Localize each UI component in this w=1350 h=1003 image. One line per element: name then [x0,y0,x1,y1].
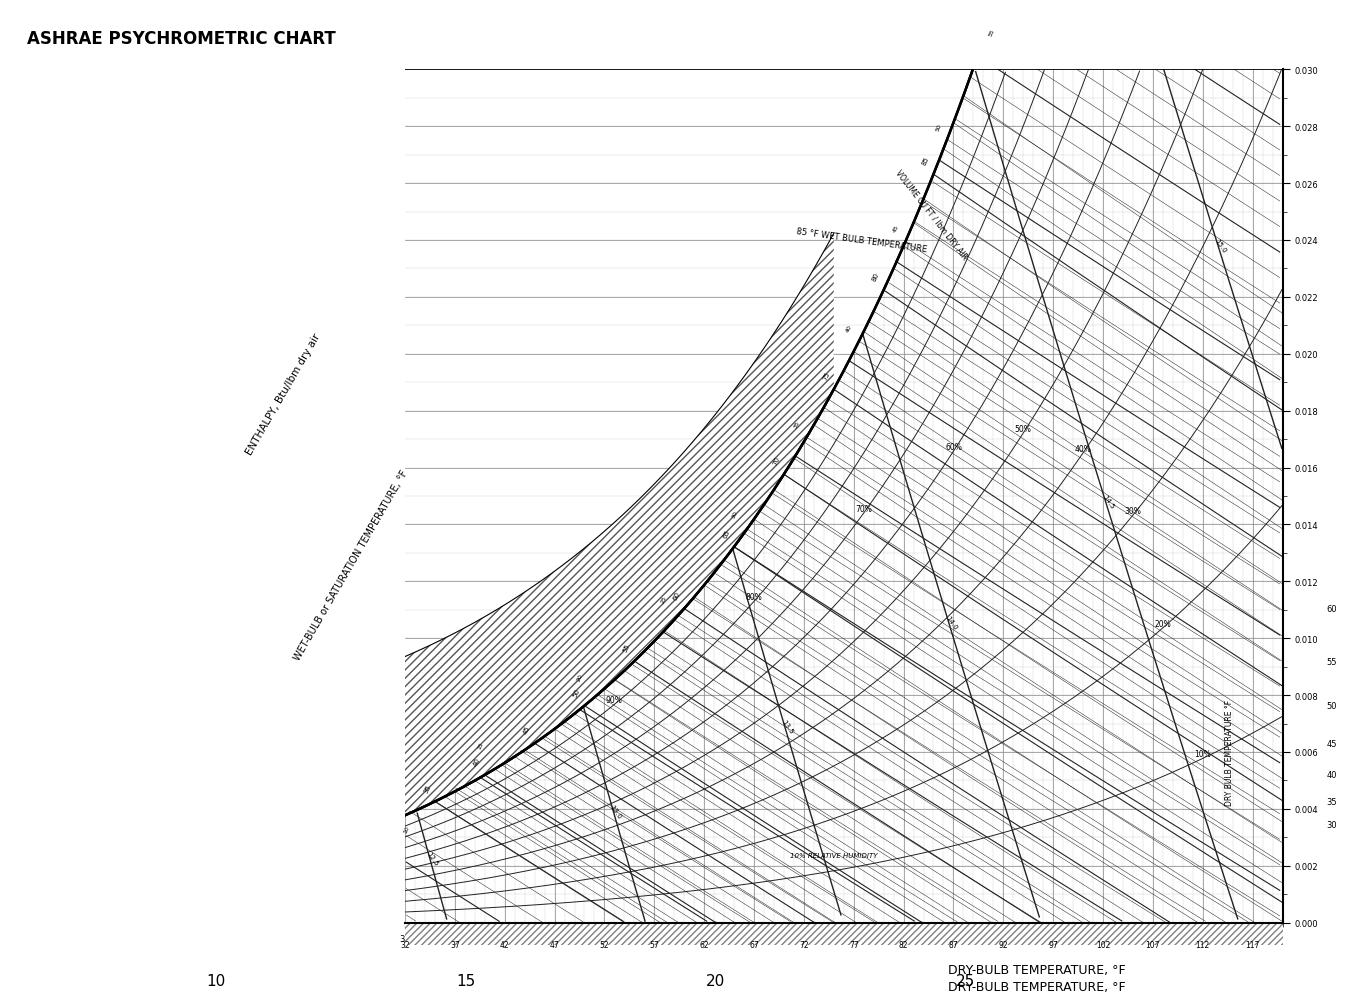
Text: 35: 35 [792,419,801,429]
Text: 80%: 80% [745,593,763,602]
Text: 13.0: 13.0 [609,803,622,819]
Text: 70%: 70% [856,505,872,514]
Polygon shape [405,234,834,815]
Text: 57: 57 [649,940,659,949]
Text: WET-BULB or SATURATION TEMPERATURE, °F: WET-BULB or SATURATION TEMPERATURE, °F [292,467,410,662]
Text: 77: 77 [849,940,859,949]
Text: 55: 55 [1326,657,1336,666]
Text: 87: 87 [949,940,958,949]
Text: 20: 20 [575,672,583,681]
Text: 60: 60 [672,590,682,601]
Text: 107: 107 [1146,940,1160,949]
Text: 10: 10 [207,973,225,988]
Text: 15: 15 [456,973,475,988]
Text: 30%: 30% [1125,507,1141,516]
Text: 12.5: 12.5 [425,851,439,867]
Text: 14.0: 14.0 [944,615,958,631]
Text: ASHRAE PSYCHROMETRIC CHART: ASHRAE PSYCHROMETRIC CHART [27,30,336,48]
Text: 60%: 60% [945,442,961,451]
Text: 55: 55 [988,28,995,38]
Text: 97: 97 [1049,940,1058,949]
Text: 50: 50 [1326,701,1336,710]
Text: 50%: 50% [1015,424,1031,433]
Text: 62: 62 [699,940,709,949]
Text: 14.5: 14.5 [1102,493,1115,510]
Text: 32: 32 [400,940,410,949]
Text: 92: 92 [999,940,1008,949]
Text: 10%: 10% [1195,749,1211,758]
Text: 10: 10 [402,824,410,833]
Text: 20: 20 [706,973,725,988]
Text: 70: 70 [772,455,780,466]
Text: 60: 60 [1326,605,1336,614]
Text: 50: 50 [572,687,582,697]
Text: 90%: 90% [606,696,622,705]
Text: 72: 72 [799,940,809,949]
Text: 10% RELATIVE HUMIDITY: 10% RELATIVE HUMIDITY [790,852,878,858]
Text: 117: 117 [1246,940,1260,949]
Text: 85 °F WET BULB TEMPERATURE: 85 °F WET BULB TEMPERATURE [795,227,927,255]
Text: 55: 55 [622,643,632,653]
Text: 112: 112 [1196,940,1210,949]
Text: 52: 52 [599,940,609,949]
Text: 30: 30 [1326,820,1336,829]
Text: 45: 45 [522,724,532,735]
Text: 45: 45 [1326,739,1336,748]
Text: ENTHALPY, Btu/lbm dry air: ENTHALPY, Btu/lbm dry air [244,332,323,456]
Bar [405,923,1282,946]
Text: 37: 37 [450,940,460,949]
Text: DRY-BULB TEMPERATURE, °F: DRY-BULB TEMPERATURE, °F [948,980,1126,993]
Text: 15.0: 15.0 [1214,239,1227,255]
Text: 42: 42 [500,940,509,949]
Text: 35: 35 [423,782,432,793]
Text: 25: 25 [956,973,975,988]
Text: DRY-BULB TEMPERATURE, °F: DRY-BULB TEMPERATURE, °F [948,963,1126,976]
Text: 40: 40 [1326,770,1336,779]
Text: 40: 40 [845,324,853,333]
Text: 45: 45 [892,225,899,234]
Text: 40: 40 [472,756,482,766]
Text: 40%: 40% [1075,444,1092,453]
Text: 15: 15 [477,740,485,749]
Text: 65: 65 [722,529,732,539]
Text: DRY BULB TEMPERATURE °F: DRY BULB TEMPERATURE °F [1226,699,1234,805]
Text: 35: 35 [1326,797,1336,806]
Text: 50: 50 [936,123,942,132]
Text: 75: 75 [822,371,830,381]
Text: 67: 67 [749,940,759,949]
Text: 30: 30 [730,510,738,520]
Text: 25: 25 [659,595,667,604]
Text: 82: 82 [899,940,909,949]
Text: 85: 85 [921,155,930,166]
Text: 20%: 20% [1154,619,1172,628]
Text: 102: 102 [1096,940,1110,949]
Text: 47: 47 [549,940,559,949]
Text: 13.5: 13.5 [780,718,794,734]
Text: VOLUME CU FT / lbm DRY AIR: VOLUME CU FT / lbm DRY AIR [894,169,969,262]
Text: 80: 80 [871,272,880,282]
